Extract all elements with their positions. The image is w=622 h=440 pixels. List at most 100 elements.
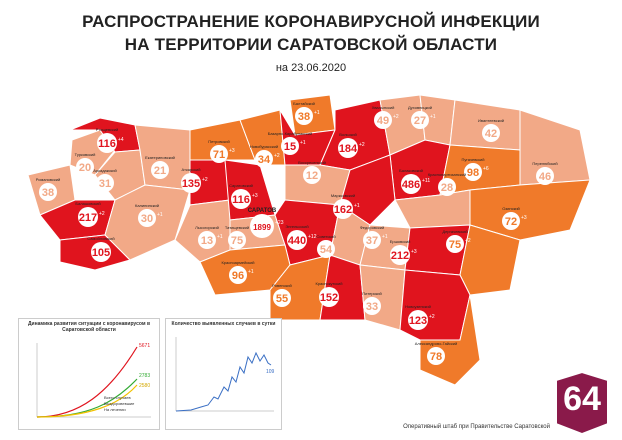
badge-circle (338, 138, 358, 158)
district-name: Озинский (502, 206, 520, 211)
district-name: Новоузенский (405, 304, 431, 309)
district-badge: 71 +3 Петровский (208, 139, 235, 163)
badge-value: 30 (141, 213, 153, 225)
district-name: Балтайский (293, 101, 315, 106)
badge-value: 212 (391, 250, 409, 262)
district-name: Ивантеевский (478, 118, 504, 123)
badge-circle (438, 178, 456, 196)
badge-delta: +11 (422, 178, 430, 184)
district-badge: 116 +3 Саратовский (229, 183, 258, 209)
district-name: Базарно-Карабулакский (268, 131, 313, 136)
district-name: Пугачевский (462, 157, 485, 162)
chart-dynamics-plot: 5671 2783 2580 Всего случаев Выздоровевш… (36, 343, 151, 418)
district-name: Хвалынский (372, 105, 395, 110)
district-badge: 31 Аркадакский (93, 168, 117, 192)
district-badge: 78 Александрово-Гайский (415, 341, 458, 365)
badge-value: 486 (402, 179, 420, 191)
label-total: 5671 (139, 343, 150, 349)
district-name: Турковский (75, 152, 96, 157)
badge-circle (91, 242, 111, 262)
district-badge: 217 +2 Балашовский (75, 201, 105, 227)
logo-text: 64 (563, 380, 601, 418)
district-badge: 15 +1 Базарно-Карабулакский (268, 131, 313, 155)
badge-value: 21 (154, 165, 166, 177)
district-badge: 116 +4 Ртищевский (96, 127, 124, 153)
badge-circle (446, 235, 464, 253)
district-name: Краснопартизанский (428, 172, 466, 177)
badge-delta: +2 (202, 177, 208, 183)
region-perelyub (519, 109, 591, 186)
badge-delta: +1 (300, 140, 306, 146)
badge-value: 123 (409, 315, 427, 327)
badge-circle (333, 199, 353, 219)
badge-value: 28 (441, 182, 453, 194)
district-name: Воскресенский (298, 160, 326, 165)
logo-64 (555, 372, 609, 434)
district-name: Самойловский (87, 236, 114, 241)
district-name: Дергачевский (442, 229, 467, 234)
badge-value: 75 (231, 235, 243, 247)
badge-circle (482, 124, 500, 142)
badge-value: 13 (201, 235, 213, 247)
badge-delta: +6 (483, 166, 489, 172)
badge-circle (317, 240, 335, 258)
badge-value: 98 (467, 167, 479, 179)
badge-circle (502, 212, 520, 230)
district-name: Краснокутский (315, 281, 342, 286)
badge-value: 184 (339, 143, 358, 155)
badge-value: 72 (505, 216, 517, 228)
district-badge: 486 +11 Балаковский (399, 168, 430, 194)
district-badge: 123 +2 Новоузенский (405, 304, 435, 330)
badge-value: 116 (232, 194, 250, 206)
district-name: Александрово-Гайский (415, 341, 458, 346)
badge-circle (151, 161, 169, 179)
series-daily (175, 351, 272, 412)
badge-value: 71 (213, 149, 225, 161)
badge-circle (363, 231, 381, 249)
badge-delta: +4 (118, 137, 124, 143)
badge-value: 12 (306, 170, 318, 182)
badge-circle (464, 163, 482, 181)
district-badge: 27 +1 Духовницкий (408, 105, 436, 129)
badge-value: 116 (98, 138, 116, 150)
badge-delta: +3 (229, 148, 235, 154)
district-badge: 75 Татищевский (225, 225, 249, 249)
badge-value: 1899 (253, 223, 271, 232)
label-daily-last: 109 (266, 369, 275, 375)
district-badges: 38 +1 Балтайский 49 +2 Хвалынский 27 +1 Духовниц… (36, 101, 558, 365)
chart-dynamics-title: Динамика развития ситуации с коронавирус… (27, 321, 151, 333)
district-name: Балашовский (75, 201, 100, 206)
badge-value: 78 (430, 351, 442, 363)
legend-total: Всего случаев (104, 395, 131, 400)
label-recovered: 2783 (139, 373, 150, 379)
district-badge: 46 Перелюбский (532, 161, 558, 185)
badge-delta: +1 (217, 234, 223, 240)
chart-daily-plot: 109 (175, 337, 275, 412)
badge-value: 46 (539, 171, 551, 183)
district-badge: 96 +1 Красноармейский (221, 260, 255, 284)
badge-circle (401, 174, 421, 194)
badge-value: 152 (320, 292, 338, 304)
badge-circle (78, 207, 98, 227)
badge-value: 49 (377, 115, 389, 127)
badge-value: 15 (284, 141, 296, 153)
district-name: Аткарский (182, 167, 201, 172)
chart-daily-title: Количество выявленных случаев в сутки (171, 321, 276, 327)
district-name: Саратовский (229, 183, 253, 188)
region-piterka (359, 264, 406, 331)
badge-value: 96 (232, 270, 244, 282)
badge-delta: +3 (252, 193, 258, 199)
district-badge: 162 +1 Марксовский (331, 193, 360, 219)
district-name: Марксовский (331, 193, 355, 198)
badge-delta: +1 (354, 203, 360, 209)
badge-circle (255, 150, 273, 168)
district-name: Советский (316, 234, 335, 239)
badge-circle (76, 158, 94, 176)
district-badge: 38 Романовский (36, 177, 60, 201)
footer-credit: Оперативный штаб при Правительстве Сарат… (403, 424, 550, 430)
badge-circle (138, 209, 156, 227)
badge-value: 440 (288, 235, 306, 247)
